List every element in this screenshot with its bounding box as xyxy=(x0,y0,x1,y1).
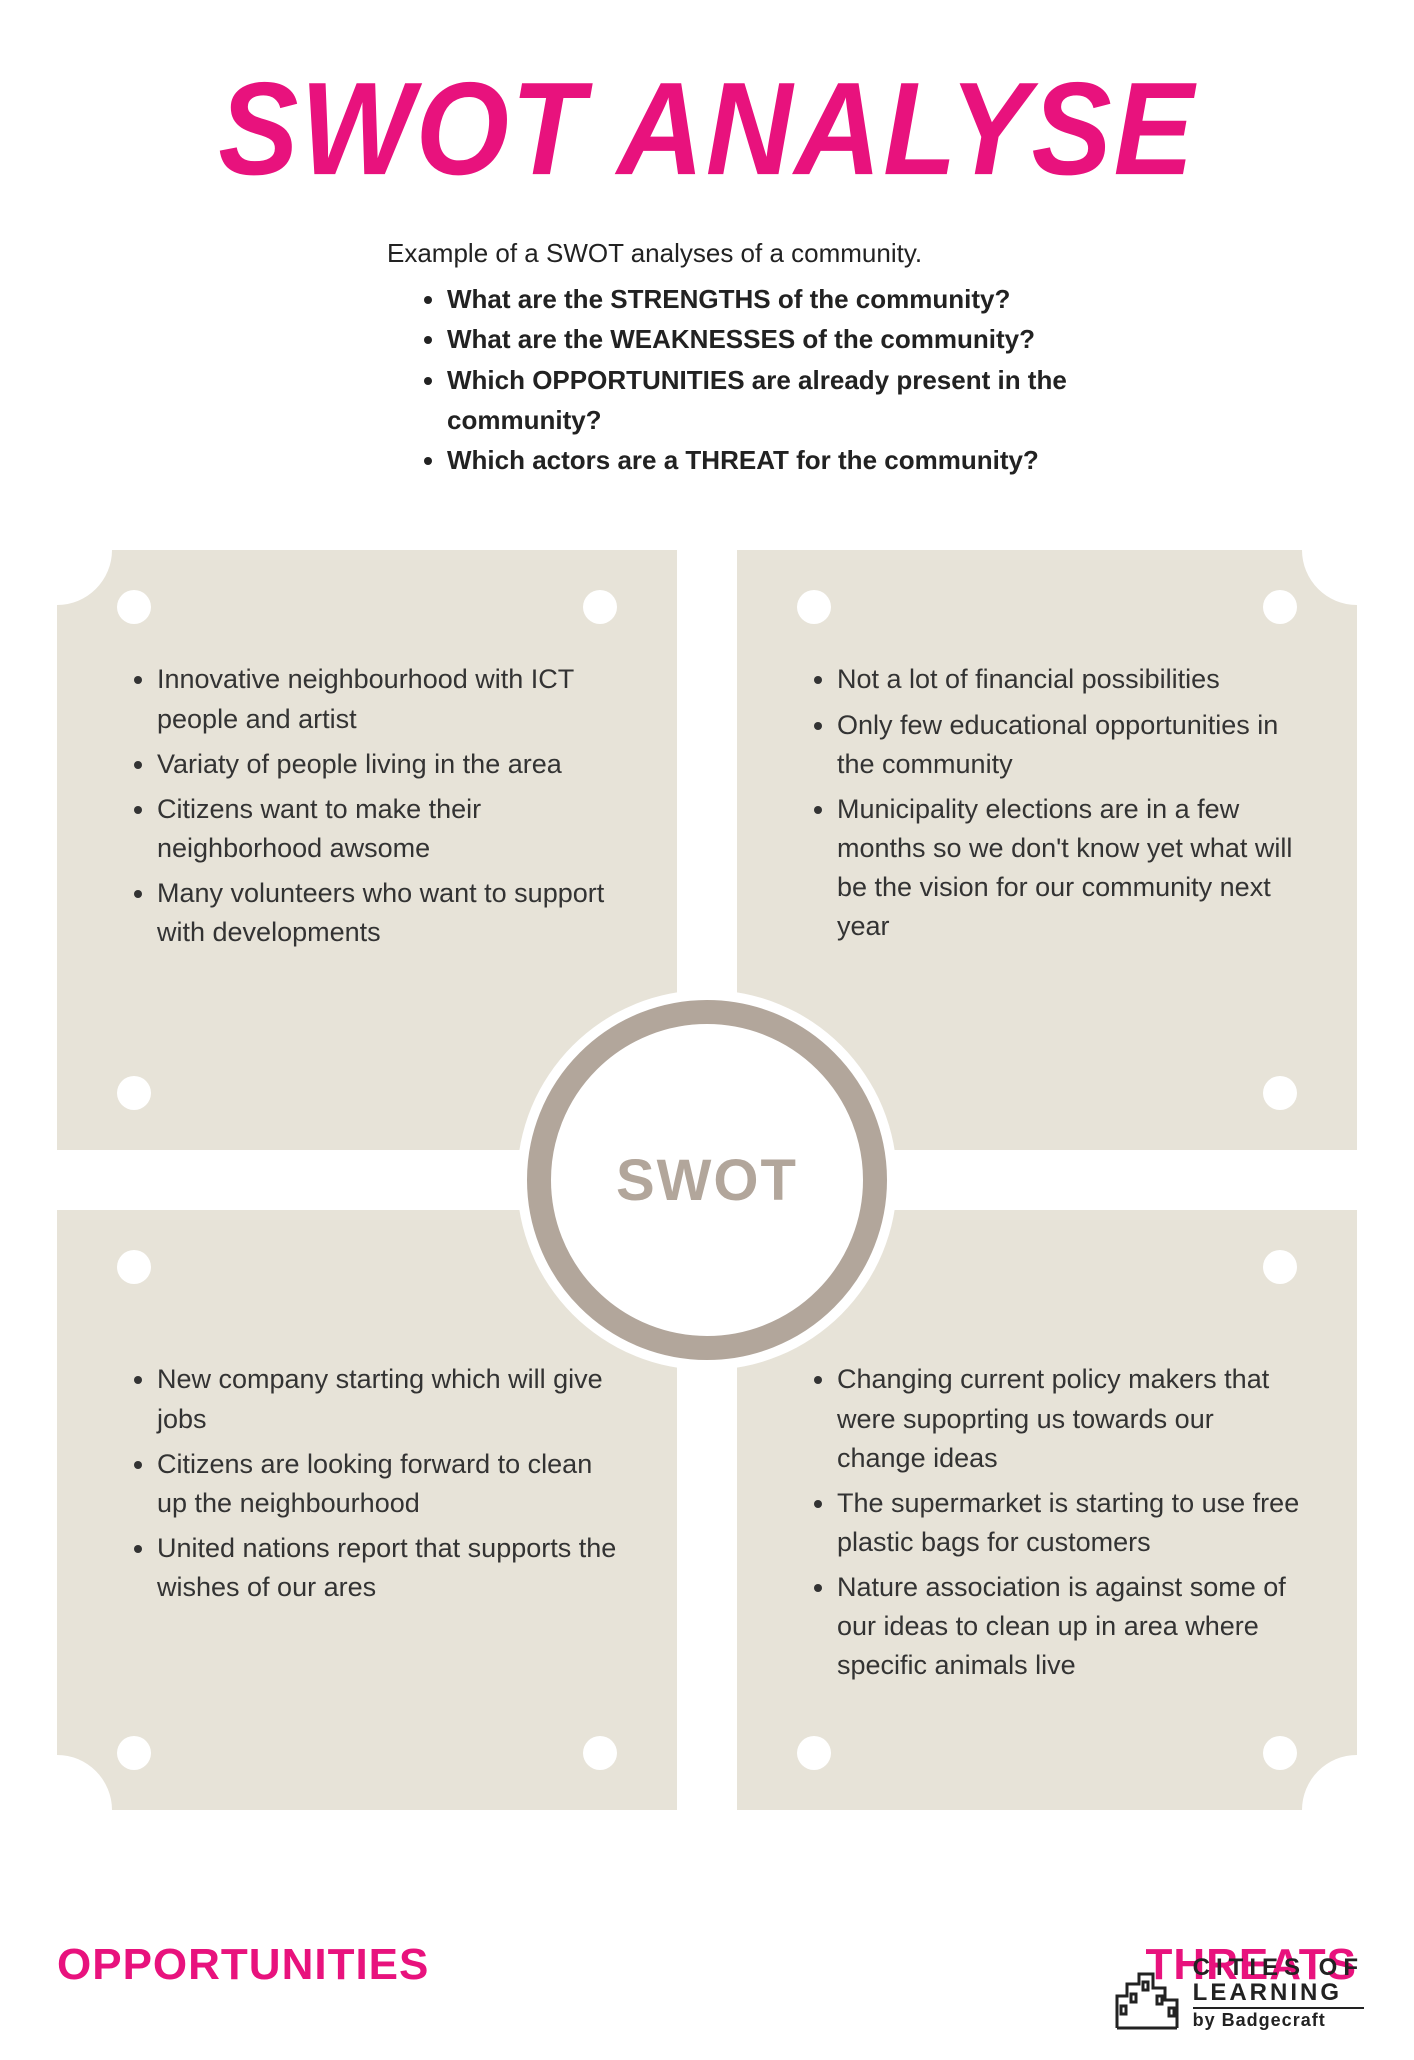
logo-line2: LEARNING xyxy=(1193,1980,1364,2005)
logo-line3: by Badgecraft xyxy=(1193,2007,1364,2030)
dot-icon xyxy=(1263,590,1297,624)
corner-cut xyxy=(1302,1755,1412,1865)
list-item: Not a lot of financial possibilities xyxy=(837,660,1307,699)
threats-list: Changing current policy makers that were… xyxy=(807,1360,1307,1691)
corner-cut xyxy=(2,1755,112,1865)
dot-icon xyxy=(797,590,831,624)
list-item: Innovative neighbourhood with ICT people… xyxy=(157,660,627,738)
intro-bullet: What are the WEAKNESSES of the community… xyxy=(447,319,1207,359)
corner-cut xyxy=(1302,495,1412,605)
intro-bullet: Which actors are a THREAT for the commun… xyxy=(447,440,1207,480)
list-item: Changing current policy makers that were… xyxy=(837,1360,1307,1477)
center-label: SWOT xyxy=(616,1147,798,1214)
center-circle: SWOT xyxy=(517,990,897,1370)
intro-list: What are the STRENGTHS of the community?… xyxy=(387,279,1207,480)
page-title: SWOT ANALYSE xyxy=(0,53,1414,205)
opportunities-list: New company starting which will give job… xyxy=(127,1360,627,1613)
building-icon xyxy=(1113,1966,1183,2030)
intro-lead: Example of a SWOT analyses of a communit… xyxy=(387,238,1207,269)
dot-icon xyxy=(1263,1250,1297,1284)
intro-bullet: What are the STRENGTHS of the community? xyxy=(447,279,1207,319)
swot-diagram: STRENGTHS WEAKNESSES OPPORTUNITIES THREA… xyxy=(57,550,1357,1980)
list-item: Municipality elections are in a few mont… xyxy=(837,790,1307,947)
list-item: The supermarket is starting to use free … xyxy=(837,1484,1307,1562)
list-item: New company starting which will give job… xyxy=(157,1360,627,1438)
dot-icon xyxy=(1263,1076,1297,1110)
dot-icon xyxy=(1263,1736,1297,1770)
dot-icon xyxy=(583,1736,617,1770)
dot-icon xyxy=(797,1736,831,1770)
corner-cut xyxy=(2,495,112,605)
label-opportunities: OPPORTUNITIES xyxy=(57,1940,429,1990)
list-item: Many volunteers who want to support with… xyxy=(157,874,627,952)
logo-line1: CITIES OF xyxy=(1193,1955,1364,1980)
ring-icon: SWOT xyxy=(527,1000,887,1360)
list-item: Only few educational opportunities in th… xyxy=(837,706,1307,784)
dot-icon xyxy=(117,590,151,624)
dot-icon xyxy=(117,1736,151,1770)
dot-icon xyxy=(583,590,617,624)
weaknesses-list: Not a lot of financial possibilities Onl… xyxy=(807,660,1307,952)
strengths-list: Innovative neighbourhood with ICT people… xyxy=(127,660,627,958)
swot-grid: Innovative neighbourhood with ICT people… xyxy=(57,550,1357,1810)
list-item: Nature association is against some of ou… xyxy=(837,1568,1307,1685)
list-item: Citizens are looking forward to clean up… xyxy=(157,1445,627,1523)
list-item: Citizens want to make their neighborhood… xyxy=(157,790,627,868)
dot-icon xyxy=(117,1250,151,1284)
list-item: United nations report that supports the … xyxy=(157,1529,627,1607)
dot-icon xyxy=(117,1076,151,1110)
brand-logo: CITIES OF LEARNING by Badgecraft xyxy=(1113,1955,1364,2030)
list-item: Variaty of people living in the area xyxy=(157,745,627,784)
intro-bullet: Which OPPORTUNITIES are already present … xyxy=(447,360,1207,441)
intro-block: Example of a SWOT analyses of a communit… xyxy=(207,238,1207,480)
